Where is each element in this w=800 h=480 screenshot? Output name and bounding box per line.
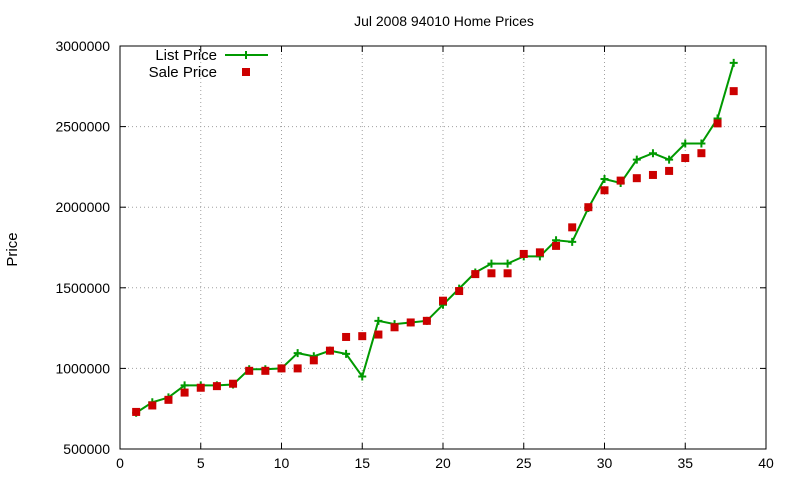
sale-price-point [600, 186, 609, 195]
list-price-point [503, 259, 512, 268]
legend-marker [242, 51, 250, 59]
sale-price-point [648, 170, 657, 179]
sale-price-point [374, 330, 383, 339]
x-tick-label: 5 [197, 455, 205, 471]
list-price-point [632, 155, 641, 164]
sale-price-point [455, 287, 464, 296]
y-tick-label: 1500000 [55, 280, 110, 296]
x-tick-label: 40 [758, 455, 774, 471]
list-price-point [374, 316, 383, 325]
sale-price-point [277, 364, 286, 373]
sale-price-point [552, 241, 561, 250]
list-price-point [729, 58, 738, 67]
sale-price-point [309, 356, 318, 365]
sale-price-point [632, 174, 641, 183]
y-tick-label: 3000000 [55, 38, 110, 54]
legend-label: Sale Price [149, 64, 217, 81]
y-tick-label: 2000000 [55, 199, 110, 215]
sale-price-point [180, 388, 189, 397]
sale-price-point [422, 316, 431, 325]
sale-price-point [229, 379, 238, 388]
list-price-point [568, 237, 577, 246]
list-price-point [180, 381, 189, 390]
x-tick-label: 15 [354, 455, 370, 471]
sale-price-point [212, 382, 221, 391]
sale-price-point [471, 270, 480, 279]
legend-label: List Price [155, 47, 217, 64]
sale-price-point [196, 383, 205, 392]
sale-price-point [487, 269, 496, 278]
sale-price-point [665, 166, 674, 175]
sale-price-point [293, 364, 302, 373]
x-tick-label: 20 [435, 455, 451, 471]
list-price-point [665, 155, 674, 164]
sale-price-point [729, 87, 738, 96]
sale-price-point [390, 323, 399, 332]
sale-price-point [568, 223, 577, 232]
sale-price-point [616, 176, 625, 185]
tick-layer: 0 5 10 15 20 25 30 35 40 500000 1000000 1500000 2000… [55, 38, 774, 471]
series-list-price [132, 58, 738, 417]
list-price-point [648, 149, 657, 158]
series-sale-price [132, 87, 738, 416]
sale-price-point [584, 203, 593, 212]
list-price-line [135, 62, 735, 414]
x-tick-label: 30 [597, 455, 613, 471]
x-tick-label: 25 [516, 455, 532, 471]
list-price-point [293, 349, 302, 358]
sale-price-point [261, 366, 270, 375]
x-tick-label: 0 [116, 455, 124, 471]
sale-price-point [503, 269, 512, 278]
list-price-point [697, 139, 706, 148]
y-tick-label: 1000000 [55, 360, 110, 376]
sale-price-point [132, 407, 141, 416]
sale-price-point [325, 346, 334, 355]
y-tick-label: 2500000 [55, 119, 110, 135]
sale-price-point [681, 154, 690, 163]
sale-price-point [406, 318, 415, 327]
sale-price-point [164, 395, 173, 404]
sale-price-point [342, 332, 351, 341]
list-price-point [342, 349, 351, 358]
sale-price-point [535, 248, 544, 257]
sale-price-point [245, 366, 254, 375]
sale-price-point [148, 401, 157, 410]
list-price-point [600, 174, 609, 183]
sale-price-point [358, 332, 367, 341]
sale-price-point [439, 296, 447, 305]
list-price-point [487, 259, 496, 268]
sale-price-point [519, 249, 528, 258]
x-tick-label: 35 [677, 455, 693, 471]
chart-title: Jul 2008 94010 Home Prices [354, 13, 534, 29]
y-axis-label: Price [4, 232, 21, 266]
sale-price-point [713, 119, 722, 128]
x-tick-label: 10 [274, 455, 290, 471]
y-tick-label: 500000 [63, 441, 110, 457]
list-price-point [681, 139, 690, 148]
list-price-point [358, 372, 367, 381]
series-layer [132, 58, 738, 417]
sale-price-point [697, 149, 706, 158]
legend-marker [242, 68, 250, 76]
